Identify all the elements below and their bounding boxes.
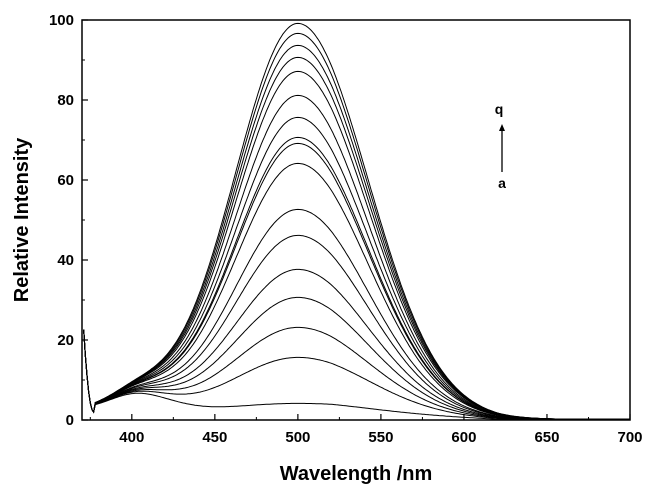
spectrum-line-12	[83, 94, 630, 420]
x-tick-label: 550	[368, 429, 393, 446]
spectrum-line-8	[83, 162, 630, 420]
x-tick-label: 500	[285, 429, 310, 446]
x-tick-label: 700	[617, 429, 642, 446]
arrow-label-bottom: a	[498, 175, 506, 191]
x-tick-label: 650	[534, 429, 559, 446]
spectrum-line-9	[83, 142, 630, 420]
y-tick-label: 0	[66, 412, 74, 429]
spectrum-line-11	[83, 116, 630, 420]
spectrum-line-2	[83, 329, 630, 420]
spectrum-line-13	[83, 70, 630, 420]
y-tick-label: 40	[57, 252, 74, 269]
y-axis-title: Relative Intensity	[11, 137, 33, 302]
y-tick-label: 60	[57, 172, 74, 189]
arrow-head	[499, 124, 505, 131]
y-tick-label: 80	[57, 92, 74, 109]
y-tick-label: 20	[57, 332, 74, 349]
x-tick-label: 450	[202, 429, 227, 446]
spectrum-line-6	[83, 234, 630, 420]
spectrum-line-3	[83, 326, 630, 420]
spectrum-line-15	[83, 44, 630, 420]
series-layer	[83, 22, 630, 420]
x-axis-title: Wavelength /nm	[280, 463, 433, 485]
spectrum-line-17	[83, 22, 630, 420]
x-tick-label: 400	[119, 429, 144, 446]
spectrum-line-5	[83, 268, 630, 420]
y-tick-label: 100	[49, 12, 74, 29]
series-arrow-annotation: q a	[495, 101, 506, 191]
spectrum-line-7	[83, 208, 630, 420]
arrow-label-top: q	[495, 101, 504, 117]
tick-layer: 400 450 500 550 600 650 700 0 20 40 60 80 100	[49, 12, 643, 446]
x-tick-label: 600	[451, 429, 476, 446]
